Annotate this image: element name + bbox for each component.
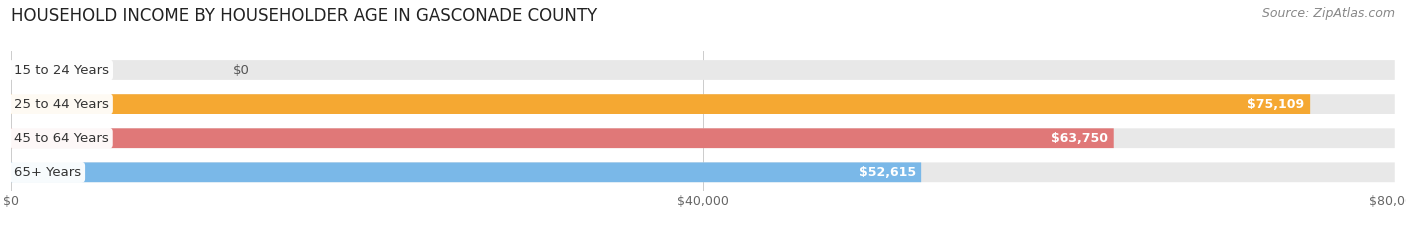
Text: $75,109: $75,109 [1247,98,1303,111]
FancyBboxPatch shape [11,94,1310,114]
FancyBboxPatch shape [11,128,1114,148]
Text: Source: ZipAtlas.com: Source: ZipAtlas.com [1261,7,1395,20]
Text: 15 to 24 Years: 15 to 24 Years [14,64,110,76]
Text: $0: $0 [232,64,249,76]
Text: 25 to 44 Years: 25 to 44 Years [14,98,108,111]
FancyBboxPatch shape [11,94,1395,114]
Text: 65+ Years: 65+ Years [14,166,82,179]
FancyBboxPatch shape [11,162,1395,182]
Text: $63,750: $63,750 [1052,132,1108,145]
FancyBboxPatch shape [11,128,1395,148]
FancyBboxPatch shape [11,162,921,182]
Text: $52,615: $52,615 [859,166,917,179]
Text: HOUSEHOLD INCOME BY HOUSEHOLDER AGE IN GASCONADE COUNTY: HOUSEHOLD INCOME BY HOUSEHOLDER AGE IN G… [11,7,598,25]
FancyBboxPatch shape [11,60,1395,80]
Text: 45 to 64 Years: 45 to 64 Years [14,132,108,145]
